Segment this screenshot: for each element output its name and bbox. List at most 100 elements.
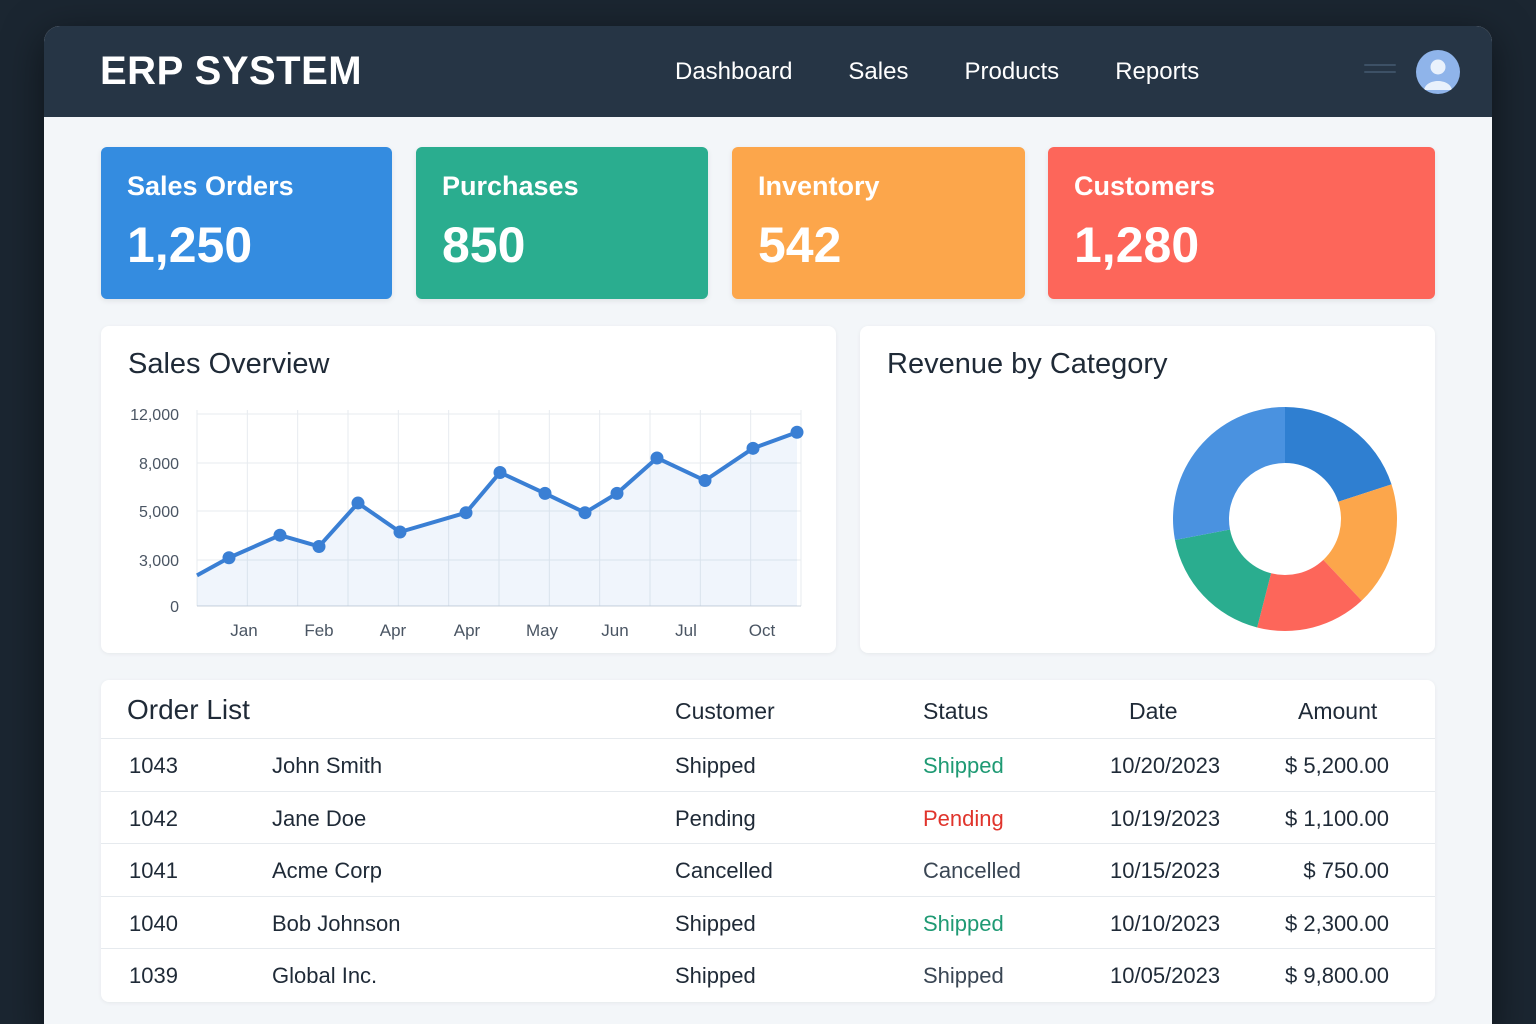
app-title: ERP SYSTEM: [100, 49, 363, 93]
kpi-label: Customers: [1074, 171, 1216, 201]
kpi-value: 1,280: [1074, 217, 1200, 273]
data-point: [746, 441, 760, 455]
user-avatar-icon[interactable]: [1416, 50, 1460, 94]
y-tick-label: 8,000: [139, 456, 179, 473]
col-header-status[interactable]: Status: [923, 698, 989, 724]
data-point: [459, 506, 473, 520]
donut-slice[interactable]: [1174, 529, 1272, 628]
sales-line-chart: 0 3,000 5,000 8,000 12,000 Jan Feb Apr Apr May Jun…: [130, 407, 804, 640]
order-id-cell: 1042: [129, 805, 178, 831]
revenue-donut-chart: [1173, 407, 1397, 631]
data-point: [650, 451, 664, 465]
customer-name-cell: Global Inc.: [272, 963, 378, 988]
table-row[interactable]: 1040 Bob Johnson Shipped Shipped 10/10/2023 $…: [101, 895, 1435, 948]
data-point: [493, 465, 507, 479]
amount-cell: $ 1,100.00: [1285, 805, 1389, 831]
order-id-cell: 1041: [129, 858, 178, 883]
y-tick-label: 0: [170, 599, 179, 616]
kpi-value: 850: [442, 217, 526, 273]
x-tick-label: Apr: [380, 621, 407, 640]
x-tick-label: Jul: [675, 621, 697, 640]
date-cell: 10/19/2023: [1110, 805, 1221, 831]
x-tick-label: Oct: [749, 621, 776, 640]
date-cell: 10/10/2023: [1110, 910, 1221, 936]
status-cell: Shipped: [923, 963, 1004, 988]
customer-cell: Pending: [675, 805, 756, 831]
x-tick-label: Jan: [230, 621, 257, 640]
sales-overview-title: Sales Overview: [128, 348, 330, 380]
y-tick-label: 12,000: [130, 407, 179, 424]
main-nav: Dashboard Sales Products Reports: [675, 26, 1199, 117]
sales-overview-card: Sales Overview 0 3,000 5,000 8,000 12,000 Jan…: [101, 326, 836, 653]
revenue-title: Revenue by Category: [887, 348, 1168, 380]
table-row[interactable]: 1043 John Smith Shipped Shipped 10/20/2023 $ …: [101, 738, 1435, 790]
data-point: [698, 474, 712, 488]
col-header-customer[interactable]: Customer: [675, 698, 775, 724]
area-fill: [197, 432, 797, 606]
customer-cell: Shipped: [675, 753, 756, 778]
kpi-label: Inventory: [758, 171, 880, 201]
order-id-cell: 1043: [129, 753, 178, 778]
kpi-label: Sales Orders: [127, 171, 294, 201]
x-tick-label: May: [526, 621, 559, 640]
customer-cell: Cancelled: [675, 858, 773, 883]
order-list-title: Order List: [127, 694, 250, 725]
y-tick-label: 5,000: [139, 504, 179, 521]
col-header-amount[interactable]: Amount: [1298, 698, 1378, 724]
x-tick-label: Feb: [304, 621, 333, 640]
customer-cell: Shipped: [675, 963, 756, 988]
data-point: [538, 486, 552, 500]
donut-slice[interactable]: [1323, 484, 1397, 601]
donut-slice[interactable]: [1173, 407, 1285, 540]
x-tick-label: Apr: [454, 621, 481, 640]
date-cell: 10/15/2023: [1110, 858, 1221, 883]
data-point: [578, 506, 592, 520]
order-id-cell: 1040: [129, 910, 178, 936]
top-navbar: ERP SYSTEM Dashboard Sales Products Repo…: [44, 26, 1492, 117]
customer-name-cell: Bob Johnson: [272, 910, 401, 936]
order-id-cell: 1039: [129, 963, 178, 988]
status-cell: Pending: [923, 805, 1004, 831]
y-tick-label: 3,000: [139, 553, 179, 570]
amount-cell: $ 5,200.00: [1285, 753, 1389, 778]
donut-slice[interactable]: [1257, 559, 1362, 631]
kpi-card-purchases[interactable]: Purchases 850: [416, 147, 708, 299]
status-cell: Shipped: [923, 910, 1004, 936]
donut-slice[interactable]: [1285, 407, 1392, 502]
nav-sales[interactable]: Sales: [848, 57, 909, 85]
status-cell: Shipped: [923, 753, 1004, 778]
order-list-card: Order List Customer Status Date Amount 1…: [101, 680, 1435, 1002]
nav-reports[interactable]: Reports: [1115, 57, 1200, 85]
data-point: [393, 525, 407, 539]
data-point: [312, 539, 326, 553]
kpi-card-customers[interactable]: Customers 1,280: [1048, 147, 1435, 299]
amount-cell: $ 9,800.00: [1285, 963, 1389, 988]
status-cell: Cancelled: [923, 858, 1021, 883]
amount-cell: $ 750.00: [1303, 858, 1389, 883]
table-row[interactable]: 1039 Global Inc. Shipped Shipped 10/05/2023 $…: [101, 948, 1435, 1000]
revenue-card: Revenue by Category: [860, 326, 1435, 653]
app-window: ERP SYSTEM Dashboard Sales Products Repo…: [44, 26, 1492, 1024]
data-point: [790, 425, 804, 439]
kpi-label: Purchases: [442, 171, 579, 201]
customer-name-cell: Jane Doe: [272, 805, 367, 831]
amount-cell: $ 2,300.00: [1285, 910, 1389, 936]
kpi-card-inventory[interactable]: Inventory 542: [732, 147, 1025, 299]
menu-icon[interactable]: [1364, 64, 1396, 80]
kpi-value: 542: [758, 217, 842, 273]
nav-dashboard[interactable]: Dashboard: [675, 57, 793, 85]
col-header-date[interactable]: Date: [1129, 698, 1178, 724]
customer-name-cell: John Smith: [272, 753, 383, 778]
customer-cell: Shipped: [675, 910, 756, 936]
table-row[interactable]: 1042 Jane Doe Pending Pending 10/19/2023 $ 1,…: [101, 790, 1435, 843]
date-cell: 10/20/2023: [1110, 753, 1221, 778]
data-point: [351, 496, 365, 510]
data-point: [273, 528, 287, 542]
kpi-card-sales-orders[interactable]: Sales Orders 1,250: [101, 147, 392, 299]
kpi-value: 1,250: [127, 217, 253, 273]
table-row[interactable]: 1041 Acme Corp Cancelled Cancelled 10/15/202…: [101, 843, 1435, 895]
customer-name-cell: Acme Corp: [272, 858, 383, 883]
data-point: [222, 551, 236, 565]
nav-products[interactable]: Products: [964, 57, 1060, 85]
data-point: [610, 486, 624, 500]
